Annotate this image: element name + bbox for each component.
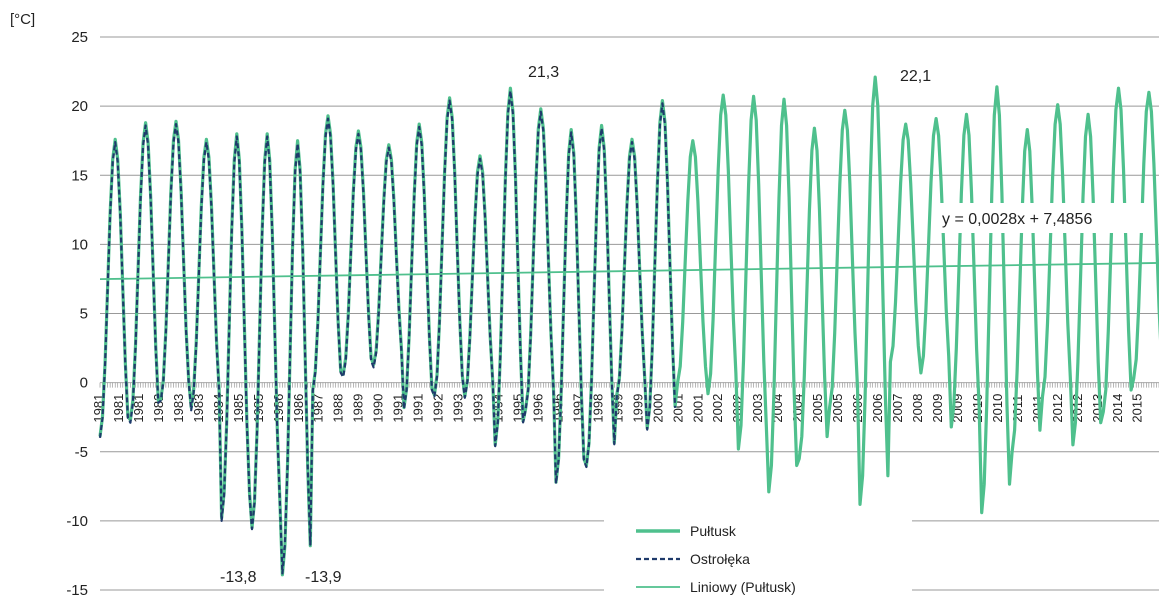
x-tick-label: 2015 (1130, 394, 1145, 423)
x-tick-label: 1993 (451, 394, 466, 423)
x-tick-label: 1999 (630, 394, 645, 423)
x-tick-label: 1981 (131, 394, 146, 423)
trendline-equation-text: y = 0,0028x + 7,4856 (942, 211, 1092, 228)
x-tick-label: 2005 (810, 394, 825, 423)
x-tick-label: 2005 (830, 394, 845, 423)
x-tick-label: 1987 (311, 394, 326, 423)
x-tick-label: 2001 (690, 394, 705, 423)
y-axis-label: [°C] (10, 11, 35, 28)
data-label: -13,8 (220, 569, 257, 586)
y-tick-label: 20 (71, 98, 88, 115)
y-tick-label: 0 (80, 375, 88, 392)
x-tick-label: 2010 (970, 394, 985, 423)
legend-label: Pułtusk (690, 523, 737, 539)
x-tick-label: 1985 (231, 394, 246, 423)
x-tick-label: 2003 (750, 394, 765, 423)
y-tick-label: -5 (75, 444, 88, 461)
legend-label: Liniowy (Pułtusk) (690, 579, 796, 595)
trendline-equation-box: y = 0,0028x + 7,4856 (932, 203, 1150, 233)
x-tick-label: 2002 (710, 394, 725, 423)
y-tick-label: -15 (66, 582, 88, 599)
x-tick-label: 1981 (111, 394, 126, 423)
legend-label: Ostrołęka (690, 551, 750, 567)
x-tick-label: 1989 (351, 394, 366, 423)
x-tick-label: 1996 (530, 394, 545, 423)
x-tick-label: 1986 (291, 394, 306, 423)
legend: Pułtusk Ostrołęka Liniowy (Pułtusk) (604, 508, 912, 599)
x-tick-label: 2009 (930, 394, 945, 423)
x-tick-label: 1982 (151, 394, 166, 423)
x-tick-label: 2008 (910, 394, 925, 423)
x-tick-label: 2001 (670, 394, 685, 423)
trendline-equation-background (932, 203, 1150, 233)
x-tick-label: 1988 (331, 394, 346, 423)
x-tick-label: 2012 (1050, 394, 1065, 423)
data-label: -13,9 (305, 569, 342, 586)
series-trendline (99, 262, 1159, 281)
x-tick-label: 2006 (870, 394, 885, 423)
data-label: 22,1 (900, 68, 931, 85)
x-tick-label: 1992 (431, 394, 446, 423)
y-tick-label: 25 (71, 29, 88, 46)
x-tick-label: 2007 (890, 394, 905, 423)
x-tick-label: 2014 (1110, 394, 1125, 423)
x-tick-label: 1983 (171, 394, 186, 423)
series-layer (98, 75, 1159, 577)
y-tick-label: 5 (80, 306, 88, 323)
legend-background (604, 508, 912, 599)
y-tick-label: 10 (71, 236, 88, 253)
y-axis-ticks: 25 20 15 10 5 0 -5 -10 -15 (66, 29, 88, 599)
x-tick-label: 1990 (371, 394, 386, 423)
series-ostroleka-line (98, 89, 677, 575)
x-tick-label: 1998 (590, 394, 605, 423)
x-tick-label: 1983 (191, 394, 206, 423)
x-tick-label: 1991 (411, 394, 426, 423)
y-tick-label: 15 (71, 167, 88, 184)
annotations: 21,3 22,1 -13,8 -13,9 (220, 64, 931, 586)
x-tick-label: 2010 (990, 394, 1005, 423)
x-tick-label: 2000 (650, 394, 665, 423)
x-tick-label: 1993 (471, 394, 486, 423)
y-tick-label: -10 (66, 513, 88, 530)
data-label: 21,3 (528, 64, 559, 81)
x-tick-label: 1991 (391, 394, 406, 423)
